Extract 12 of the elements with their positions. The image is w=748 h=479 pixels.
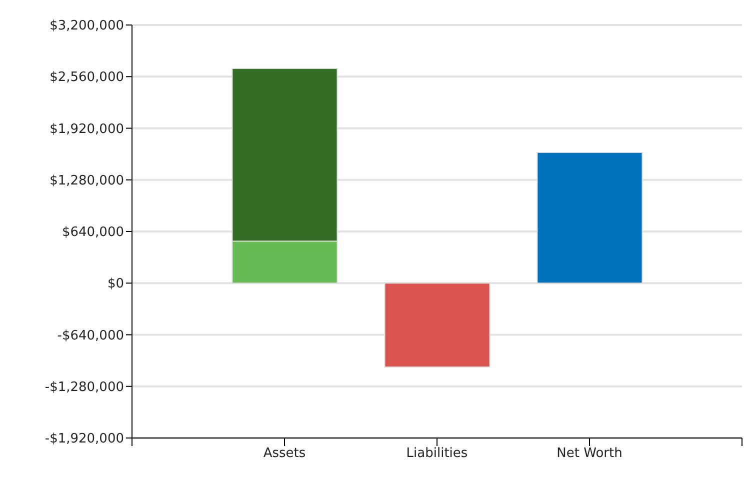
y-tick-label: $1,280,000 — [50, 173, 124, 188]
y-tick-label: $1,920,000 — [50, 122, 124, 137]
y-tick-label: $640,000 — [62, 225, 124, 240]
y-tick-label: -$1,920,000 — [44, 432, 124, 447]
y-tick-label: -$640,000 — [57, 328, 124, 344]
y-tick-label: $2,560,000 — [50, 70, 124, 86]
y-tick-label: $0 — [107, 276, 124, 292]
y-tick-label: -$1,280,000 — [44, 380, 124, 395]
x-tick-label: Liabilities — [406, 446, 468, 462]
x-tick-label: Assets — [263, 446, 306, 462]
y-tick-label: $3,200,000 — [50, 18, 124, 34]
x-tick-label: Net Worth — [556, 446, 622, 462]
